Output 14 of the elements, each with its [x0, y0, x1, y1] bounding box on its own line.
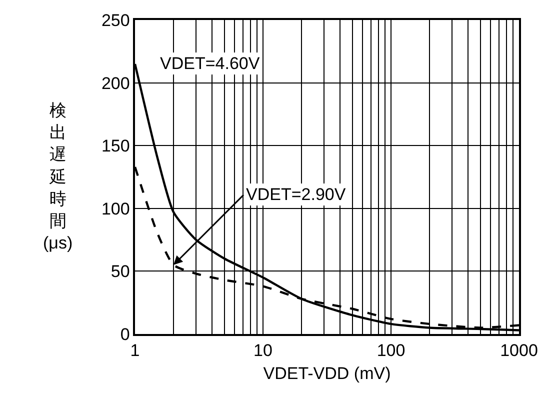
- x-tick-label: 1000: [500, 341, 538, 360]
- x-tick-label: 1: [130, 341, 140, 360]
- y-tick-label: 200: [101, 74, 130, 93]
- x-axis-title: VDET-VDD (mV): [263, 364, 391, 384]
- y-tick-label: 100: [101, 199, 130, 218]
- annotation: VDET=2.90V: [246, 185, 346, 204]
- x-tick-label: 100: [376, 341, 406, 360]
- y-tick-label: 50: [110, 262, 130, 282]
- annotation: VDET=4.60V: [160, 54, 260, 73]
- y-tick-label: 150: [101, 136, 130, 156]
- y-tick-label: 250: [101, 10, 130, 30]
- x-tick-label: 10: [254, 341, 272, 360]
- y-tick-label: 0: [120, 324, 130, 344]
- y-axis-title: 検出遅延時間(μs): [43, 101, 73, 253]
